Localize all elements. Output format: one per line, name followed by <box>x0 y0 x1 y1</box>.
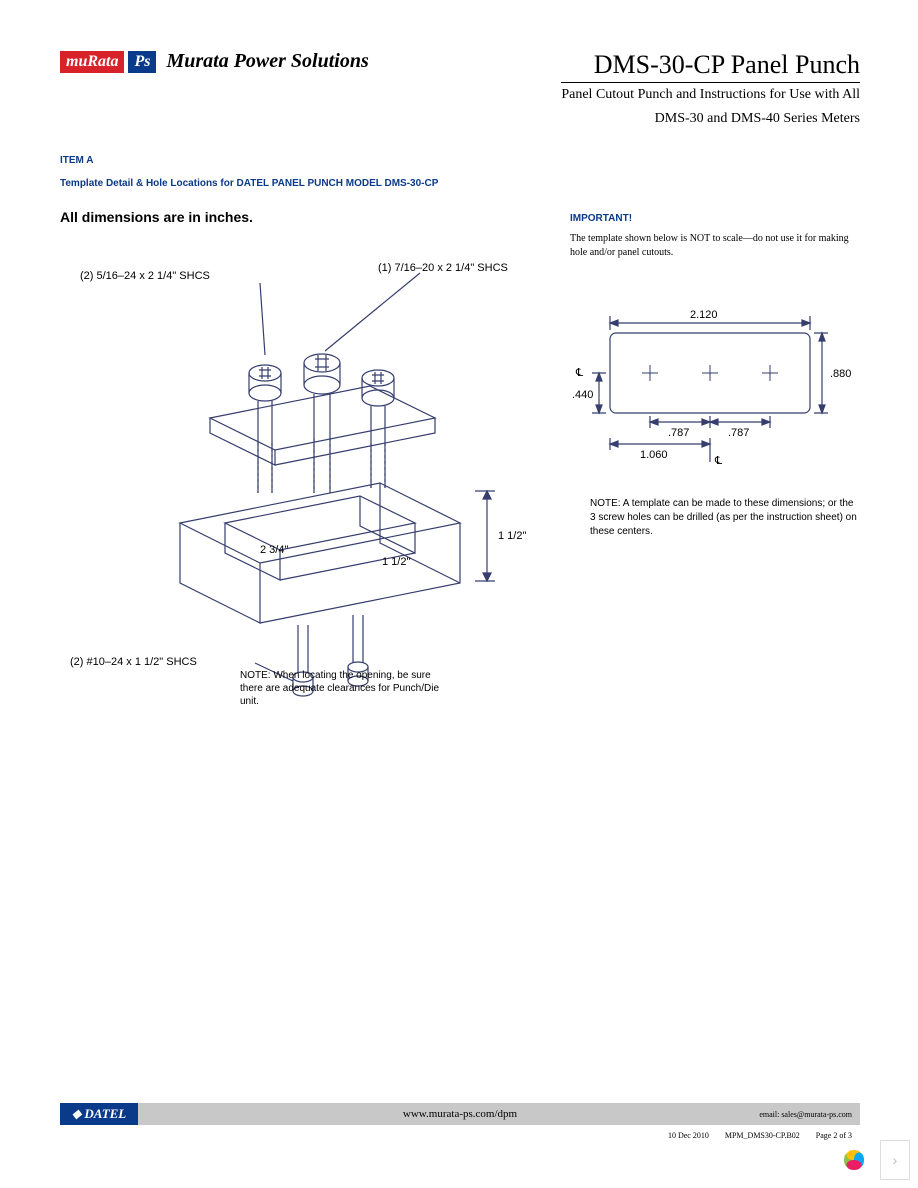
dim-height: 1 1/2" <box>498 530 526 542</box>
header: muRata Ps Murata Power Solutions DMS-30-… <box>60 50 860 127</box>
template-note-label: NOTE: <box>590 498 621 509</box>
footer-doc: MPM_DMS30-CP.B02 <box>725 1131 800 1140</box>
tpl-half-width: 1.060 <box>640 449 668 461</box>
template-note-body: A template can be made to these dimensio… <box>590 498 857 537</box>
logo-murata: muRata <box>60 51 124 73</box>
template-diagram: 2.120 .880 .440 .787 .787 1.060 ℄ ℄ <box>570 278 860 478</box>
callout-top-left: (2) 5/16–24 x 2 1/4" SHCS <box>80 270 210 282</box>
viewer-widget: › <box>836 1140 910 1180</box>
tpl-spacing-2: .787 <box>728 427 749 439</box>
footer: ⬥ DATEL www.murata-ps.com/dpm email: sal… <box>60 1103 860 1140</box>
tpl-cl-bottom: ℄ <box>714 455 722 467</box>
footer-date: 10 Dec 2010 <box>668 1131 709 1140</box>
footer-bar: ⬥ DATEL www.murata-ps.com/dpm email: sal… <box>60 1103 860 1125</box>
dim-depth: 1 1/2" <box>382 556 410 568</box>
logo-text: Murata Power Solutions <box>166 50 368 73</box>
dim-width: 2 3/4" <box>260 544 288 556</box>
left-column: All dimensions are in inches. <box>60 209 550 718</box>
important-body: The template shown below is NOT to scale… <box>570 232 860 260</box>
footer-email: email: sales@murata-ps.com <box>759 1110 852 1119</box>
footer-datel-logo: ⬥ DATEL <box>60 1103 138 1125</box>
tpl-spacing-1: .787 <box>668 427 689 439</box>
logo-ps: Ps <box>128 51 156 73</box>
tpl-height: .880 <box>830 368 851 380</box>
tpl-width: 2.120 <box>690 309 718 321</box>
widget-logo-icon[interactable] <box>836 1142 872 1178</box>
template-heading: Template Detail & Hole Locations for DAT… <box>60 178 860 189</box>
page-content: muRata Ps Murata Power Solutions DMS-30-… <box>60 50 860 718</box>
logo-block: muRata Ps Murata Power Solutions <box>60 50 369 73</box>
callout-bottom-left: (2) #10–24 x 1 1/2" SHCS <box>70 656 197 668</box>
punch-drawing: (2) 5/16–24 x 2 1/4" SHCS (1) 7/16–20 x … <box>60 233 550 713</box>
chevron-right-icon: › <box>893 1152 898 1168</box>
footer-url: www.murata-ps.com/dpm <box>403 1108 517 1120</box>
callout-top-right: (1) 7/16–20 x 2 1/4" SHCS <box>378 262 508 274</box>
right-column: IMPORTANT! The template shown below is N… <box>570 209 860 718</box>
title-block: DMS-30-CP Panel Punch Panel Cutout Punch… <box>561 50 860 127</box>
tpl-half-height: .440 <box>572 389 593 401</box>
tpl-cl-left: ℄ <box>575 367 583 379</box>
page-subtitle-1: Panel Cutout Punch and Instructions for … <box>561 87 860 103</box>
item-label: ITEM A <box>60 155 860 166</box>
important-heading: IMPORTANT! <box>570 213 860 224</box>
page-subtitle-2: DMS-30 and DMS-40 Series Meters <box>561 111 860 127</box>
page-title: DMS-30-CP Panel Punch <box>561 50 860 83</box>
footer-page: Page 2 of 3 <box>816 1131 852 1140</box>
content-row: All dimensions are in inches. <box>60 209 860 718</box>
template-note: NOTE: A template can be made to these di… <box>570 497 860 539</box>
dimensions-heading: All dimensions are in inches. <box>60 209 550 225</box>
next-page-button[interactable]: › <box>880 1140 910 1180</box>
drawing-note: NOTE: When locating the opening, be sure… <box>240 669 440 708</box>
footer-meta: 10 Dec 2010 MPM_DMS30-CP.B02 Page 2 of 3 <box>60 1131 860 1140</box>
